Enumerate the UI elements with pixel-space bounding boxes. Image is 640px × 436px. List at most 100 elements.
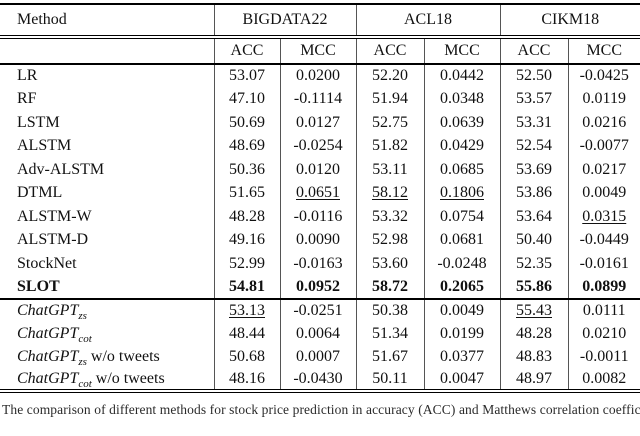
value-cell: 52.98 <box>355 228 424 252</box>
value-cell: 53.32 <box>355 205 424 229</box>
value-cell: 0.0049 <box>423 299 500 322</box>
value-cell: 0.0199 <box>423 322 500 345</box>
value-cell: 0.0049 <box>567 181 640 205</box>
value-cell: 53.69 <box>499 158 568 182</box>
col-header-acl18-acc: ACC <box>355 37 424 64</box>
table-row: SLOT 54.81 0.0952 58.72 0.2065 55.86 0.0899 <box>0 275 640 299</box>
value-cell: -0.1114 <box>279 87 356 111</box>
value-cell: 55.43 <box>499 299 568 322</box>
value-cell: 0.0651 <box>279 181 356 205</box>
table-row: StockNet 52.99 -0.0163 53.60 -0.0248 52.35 -0.… <box>0 252 640 276</box>
col-header-acl18: ACL18 <box>355 4 500 37</box>
method-cell: LR <box>17 67 38 85</box>
value-cell: 48.28 <box>213 205 280 229</box>
table-row: ChatGPTzs 53.13 -0.0251 50.38 0.0049 55.43 0.0… <box>0 299 640 322</box>
paper-page: Method BIGDATA22 ACL18 CIKM18 ACC MCC AC… <box>0 3 640 436</box>
value-cell: 0.2065 <box>423 275 500 299</box>
value-cell: -0.0077 <box>567 134 640 158</box>
value-cell: 52.20 <box>355 64 424 88</box>
method-cell: ChatGPTzs w/o tweets <box>17 347 160 368</box>
value-cell: 53.07 <box>213 64 280 88</box>
value-cell: 50.36 <box>213 158 280 182</box>
table-row: ALSTM-D 49.16 0.0090 52.98 0.0681 50.40 -0.044… <box>0 228 640 252</box>
table-row: ALSTM-W 48.28 -0.0116 53.32 0.0754 53.64 0.031… <box>0 205 640 229</box>
value-cell: 0.0090 <box>279 228 356 252</box>
value-cell: 53.60 <box>355 252 424 276</box>
value-cell: 53.13 <box>213 299 280 322</box>
table-row: Adv-ALSTM 50.36 0.0120 53.11 0.0685 53.69 0.02… <box>0 158 640 182</box>
value-cell: 0.0442 <box>423 64 500 88</box>
value-cell: 50.40 <box>499 228 568 252</box>
value-cell: 53.86 <box>499 181 568 205</box>
value-cell: -0.0248 <box>423 252 500 276</box>
method-cell: SLOT <box>17 277 60 295</box>
value-cell: 50.11 <box>355 368 424 391</box>
value-cell: 55.86 <box>499 275 568 299</box>
value-cell: 48.44 <box>213 322 280 345</box>
method-cell: ChatGPTcot w/o tweets <box>17 369 165 390</box>
value-cell: 54.81 <box>213 275 280 299</box>
value-cell: 0.0127 <box>279 111 356 135</box>
value-cell: 0.0377 <box>423 345 500 368</box>
value-cell: 48.83 <box>499 345 568 368</box>
value-cell: 48.97 <box>499 368 568 391</box>
value-cell: 48.28 <box>499 322 568 345</box>
col-header-cikm18: CIKM18 <box>499 4 640 37</box>
col-header-method: Method <box>17 11 67 28</box>
value-cell: 48.16 <box>213 368 280 391</box>
col-header-empty <box>0 37 214 64</box>
value-cell: 53.57 <box>499 87 568 111</box>
table-row: LSTM 50.69 0.0127 52.75 0.0639 53.31 0.0216 <box>0 111 640 135</box>
method-cell: ALSTM-W <box>17 207 92 225</box>
method-cell: Adv-ALSTM <box>17 160 105 178</box>
method-cell: StockNet <box>17 254 77 272</box>
value-cell: 52.35 <box>499 252 568 276</box>
table-header-metrics-row: ACC MCC ACC MCC ACC MCC <box>0 37 640 64</box>
value-cell: 0.0952 <box>279 275 356 299</box>
table-header-datasets-row: Method BIGDATA22 ACL18 CIKM18 <box>0 4 640 37</box>
value-cell: 0.0899 <box>567 275 640 299</box>
value-cell: 51.67 <box>355 345 424 368</box>
value-cell: 51.34 <box>355 322 424 345</box>
table-row: ChatGPTcot 48.44 0.0064 51.34 0.0199 48.28 0.0… <box>0 322 640 345</box>
value-cell: -0.0011 <box>567 345 640 368</box>
value-cell: 0.0047 <box>423 368 500 391</box>
col-header-bigdata22-acc: ACC <box>213 37 280 64</box>
value-cell: 0.0210 <box>567 322 640 345</box>
value-cell: 51.65 <box>213 181 280 205</box>
section-chatgpt-variants: ChatGPTzs 53.13 -0.0251 50.38 0.0049 55.43 0.0… <box>0 299 640 391</box>
value-cell: 0.0111 <box>567 299 640 322</box>
value-cell: 0.0082 <box>567 368 640 391</box>
value-cell: 0.0200 <box>279 64 356 88</box>
value-cell: 0.0348 <box>423 87 500 111</box>
table-row: RF 47.10 -0.1114 51.94 0.0348 53.57 0.0119 <box>0 87 640 111</box>
col-header-bigdata22: BIGDATA22 <box>213 4 356 37</box>
method-cell: LSTM <box>17 113 60 131</box>
value-cell: 50.38 <box>355 299 424 322</box>
value-cell: 51.94 <box>355 87 424 111</box>
value-cell: 58.12 <box>355 181 424 205</box>
value-cell: 0.0216 <box>567 111 640 135</box>
method-cell: RF <box>17 90 37 108</box>
col-header-bigdata22-mcc: MCC <box>279 37 356 64</box>
results-table: Method BIGDATA22 ACL18 CIKM18 ACC MCC AC… <box>0 3 640 393</box>
value-cell: -0.0254 <box>279 134 356 158</box>
value-cell: 52.50 <box>499 64 568 88</box>
col-header-cikm18-acc: ACC <box>499 37 568 64</box>
value-cell: 49.16 <box>213 228 280 252</box>
section-baseline-models: LR 53.07 0.0200 52.20 0.0442 52.50 -0.0425 RF 47… <box>0 64 640 299</box>
value-cell: 0.0429 <box>423 134 500 158</box>
value-cell: 58.72 <box>355 275 424 299</box>
table-caption: The comparison of different methods for … <box>2 402 640 417</box>
value-cell: 52.99 <box>213 252 280 276</box>
value-cell: 0.0120 <box>279 158 356 182</box>
method-cell: DTML <box>17 184 63 202</box>
table-row: LR 53.07 0.0200 52.20 0.0442 52.50 -0.0425 <box>0 64 640 88</box>
value-cell: 0.0639 <box>423 111 500 135</box>
method-cell: ChatGPTcot <box>17 324 92 345</box>
value-cell: 48.69 <box>213 134 280 158</box>
value-cell: 0.1806 <box>423 181 500 205</box>
value-cell: 0.0315 <box>567 205 640 229</box>
value-cell: -0.0430 <box>279 368 356 391</box>
value-cell: 0.0217 <box>567 158 640 182</box>
